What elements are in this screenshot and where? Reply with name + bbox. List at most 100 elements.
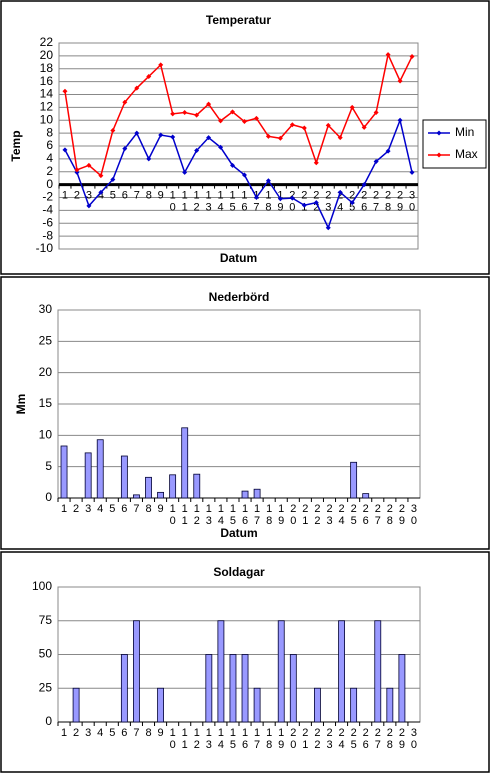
marker [62,147,68,153]
x-tick-label: 17 [251,727,263,751]
x-tick-label: 19 [275,503,287,527]
x-tick-label: 10 [167,503,179,527]
marker [62,88,68,94]
marker [98,173,104,179]
bar [362,493,370,499]
marker [170,134,176,140]
marker [385,148,391,154]
x-tick-label: 29 [396,727,408,751]
x-tick-label: 10 [167,727,179,751]
bar [133,620,140,723]
x-tick-label: 26 [358,190,370,214]
x-tick-label: 23 [324,503,336,527]
marker [361,124,367,130]
bar [253,488,261,499]
panel-border [0,276,490,550]
marker [397,117,403,123]
x-tick-label: 26 [360,503,372,527]
marker [265,133,271,139]
x-tick-label: 11 [179,727,191,751]
x-tick-label: 4 [95,190,107,202]
bar [253,687,261,723]
x-tick-label: 9 [155,727,167,739]
marker [86,162,92,168]
y-axis-title: Temp [9,130,23,161]
x-tick-label: 27 [370,190,382,214]
x-tick-label: 24 [336,727,348,751]
x-tick-label: 6 [118,503,130,515]
x-tick-label: 3 [82,503,94,515]
x-tick-label: 3 [82,727,94,739]
marker [289,195,295,201]
x-tick-label: 26 [360,727,372,751]
marker [373,158,379,164]
marker [110,128,116,134]
x-tick-label: 17 [250,190,262,214]
x-tick-label: 12 [191,190,203,214]
x-tick-label: 6 [118,727,130,739]
x-tick-label: 5 [106,727,118,739]
x-tick-label: 12 [191,503,203,527]
y-tick-label: 20 [40,48,54,62]
x-tick-label: 9 [155,190,167,202]
x-tick-label: 19 [275,727,287,751]
legend-label: Min [455,125,474,139]
bar [314,687,321,723]
y-tick-label: 5 [45,459,52,473]
bar [60,445,68,499]
bar [350,687,358,723]
x-tick-label: 16 [239,503,251,527]
bar [72,687,80,723]
marker [241,172,247,178]
x-tick-label: 29 [394,190,406,214]
marker [277,135,283,141]
chart-title: Nederbörd [209,290,270,304]
marker [122,146,128,152]
y-tick-label: 50 [39,647,53,661]
x-tick-label: 13 [203,190,215,214]
bar [120,654,128,723]
x-tick-label: 2 [70,727,82,739]
x-tick-label: 30 [408,503,420,527]
bar [229,654,237,723]
marker [277,196,283,202]
x-tick-label: 8 [143,190,155,202]
y-tick-label: 30 [39,302,53,316]
marker [325,225,331,231]
x-tick-label: 13 [203,503,215,527]
marker [397,78,403,84]
x-tick-label: 27 [372,503,384,527]
x-tick-label: 25 [348,503,360,527]
x-tick-label: 18 [262,190,274,214]
marker [194,148,200,154]
x-tick-label: 11 [179,503,191,527]
x-tick-label: 5 [106,503,118,515]
marker [134,130,140,136]
x-tick-label: 11 [179,190,191,214]
x-tick-label: 30 [408,727,420,751]
chart-title: Soldagar [213,565,265,579]
x-tick-label: 15 [227,727,239,751]
x-tick-label: 21 [299,727,311,751]
x-tick-label: 6 [119,190,131,202]
x-tick-label: 16 [238,190,250,214]
y-tick-label: 6 [46,138,53,152]
y-tick-label: 2 [46,164,53,178]
marker [337,189,343,195]
x-tick-label: 14 [215,503,227,527]
marker [337,135,343,141]
marker [86,203,92,209]
bar [84,452,92,499]
marker [230,109,236,115]
bar [398,654,406,723]
bar [217,620,225,723]
y-tick-label: -10 [36,241,54,255]
y-tick-label: 0 [45,714,52,728]
marker [349,104,355,110]
marker [206,135,212,141]
bar [205,654,213,723]
legend-marker [436,130,442,136]
y-tick-label: 16 [40,74,54,88]
marker [122,99,128,105]
marker [301,202,307,208]
